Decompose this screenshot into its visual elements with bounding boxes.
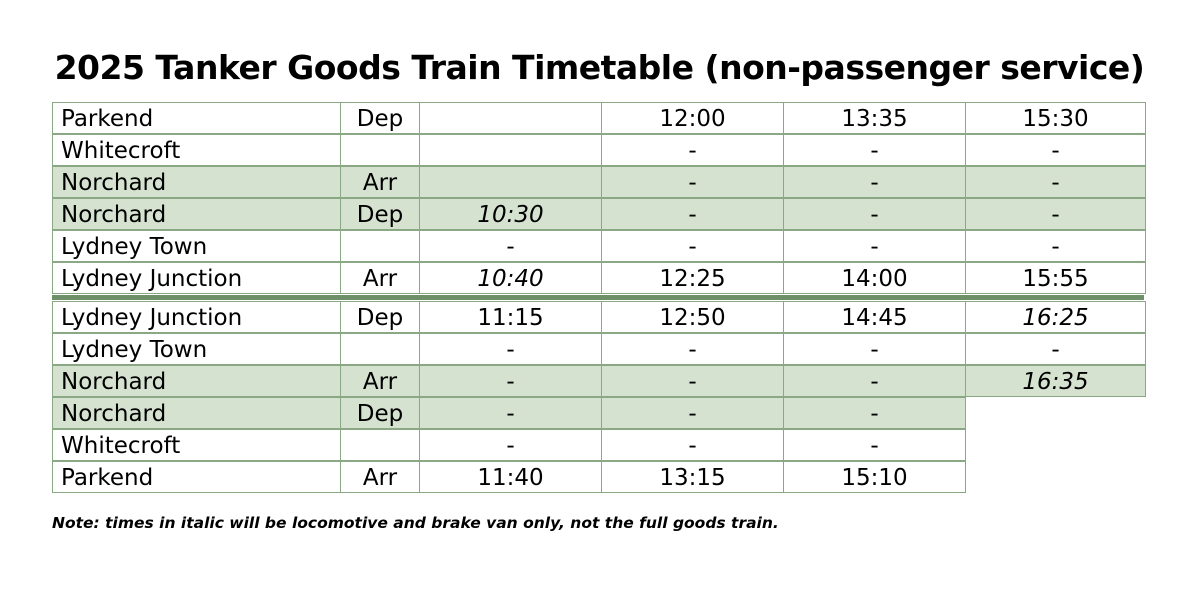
- time-cell: 14:00: [783, 262, 966, 294]
- time-cell: -: [783, 198, 966, 230]
- timetable-row: Lydney Town - - - -: [52, 333, 1146, 365]
- time-cell: 12:25: [601, 262, 784, 294]
- time-cell: 10:40: [419, 262, 602, 294]
- direction-divider: [52, 295, 1144, 300]
- timetable-row: Whitecroft - - -: [52, 429, 1144, 461]
- station-name-cell: Norchard: [52, 198, 341, 230]
- time-cell: [965, 397, 1146, 429]
- time-cell: -: [965, 198, 1146, 230]
- station-name-cell: Lydney Town: [52, 333, 341, 365]
- time-cell: 12:50: [601, 301, 784, 333]
- arr-dep-cell: [340, 134, 420, 166]
- station-name-cell: Whitecroft: [52, 429, 341, 461]
- timetable-row: Lydney Town - - - -: [52, 230, 1146, 262]
- time-cell: -: [783, 397, 966, 429]
- time-cell: 16:35: [965, 365, 1146, 397]
- time-cell: 11:40: [419, 461, 602, 493]
- station-name-cell: Norchard: [52, 166, 341, 198]
- timetable-row: Parkend Dep 12:00 13:35 15:30: [52, 102, 1146, 134]
- time-cell: -: [419, 429, 602, 461]
- station-name-cell: Lydney Town: [52, 230, 341, 262]
- time-cell: 10:30: [419, 198, 602, 230]
- station-name-cell: Parkend: [52, 461, 341, 493]
- time-cell: -: [601, 429, 784, 461]
- timetable-row: Norchard Arr - - -: [52, 166, 1146, 198]
- arr-dep-cell: Dep: [340, 397, 420, 429]
- timetable-title: 2025 Tanker Goods Train Timetable (non-p…: [54, 48, 1145, 87]
- timetable-row: Norchard Dep 10:30- - -: [52, 198, 1146, 230]
- timetable-row: Norchard Arr - - -16:35: [52, 365, 1146, 397]
- time-cell: -: [783, 134, 966, 166]
- time-cell: -: [965, 166, 1146, 198]
- time-cell: -: [783, 230, 966, 262]
- time-cell: -: [783, 365, 966, 397]
- time-cell: [965, 429, 1146, 461]
- time-cell: -: [419, 333, 602, 365]
- arr-dep-cell: Arr: [340, 461, 420, 493]
- time-cell: -: [419, 365, 602, 397]
- time-cell: -: [601, 230, 784, 262]
- time-cell: 12:00: [601, 102, 784, 134]
- time-cell: -: [965, 333, 1146, 365]
- timetable-row: Lydney Junction Arr 10:40 12:25 14:00 15:55: [52, 262, 1146, 294]
- time-cell: 15:10: [783, 461, 966, 493]
- time-cell: [419, 102, 602, 134]
- time-cell: 13:15: [601, 461, 784, 493]
- arr-dep-cell: Arr: [340, 166, 420, 198]
- time-cell: -: [419, 397, 602, 429]
- time-cell: -: [419, 230, 602, 262]
- time-cell: -: [601, 397, 784, 429]
- time-cell: -: [601, 134, 784, 166]
- time-cell: 11:15: [419, 301, 602, 333]
- time-cell: -: [601, 198, 784, 230]
- time-cell: -: [965, 134, 1146, 166]
- time-cell: 14:45: [783, 301, 966, 333]
- time-cell: [419, 134, 602, 166]
- time-cell: -: [783, 333, 966, 365]
- time-cell: 15:30: [965, 102, 1146, 134]
- time-cell: [419, 166, 602, 198]
- time-cell: -: [783, 429, 966, 461]
- time-cell: [965, 461, 1146, 493]
- time-cell: 13:35: [783, 102, 966, 134]
- time-cell: -: [783, 166, 966, 198]
- arr-dep-cell: Dep: [340, 102, 420, 134]
- time-cell: -: [601, 333, 784, 365]
- time-cell: -: [965, 230, 1146, 262]
- station-name-cell: Lydney Junction: [52, 262, 341, 294]
- station-name-cell: Lydney Junction: [52, 301, 341, 333]
- station-name-cell: Parkend: [52, 102, 341, 134]
- time-cell: 15:55: [965, 262, 1146, 294]
- timetable-row: Parkend Arr 11:40 13:15 15:10: [52, 461, 1144, 493]
- timetable-row: Lydney Junction Dep 11:15 12:50 14:45 16:25: [52, 301, 1146, 333]
- time-cell: -: [601, 365, 784, 397]
- arr-dep-cell: [340, 333, 420, 365]
- time-cell: -: [601, 166, 784, 198]
- station-name-cell: Whitecroft: [52, 134, 341, 166]
- timetable-row: Whitecroft - - -: [52, 134, 1146, 166]
- arr-dep-cell: Arr: [340, 262, 420, 294]
- timetable-row: Norchard Dep - - -: [52, 397, 1144, 429]
- arr-dep-cell: Dep: [340, 198, 420, 230]
- italic-times-note: Note: times in italic will be locomotive…: [52, 514, 779, 532]
- arr-dep-cell: Dep: [340, 301, 420, 333]
- arr-dep-cell: Arr: [340, 365, 420, 397]
- station-name-cell: Norchard: [52, 397, 341, 429]
- station-name-cell: Norchard: [52, 365, 341, 397]
- arr-dep-cell: [340, 230, 420, 262]
- arr-dep-cell: [340, 429, 420, 461]
- time-cell: 16:25: [965, 301, 1146, 333]
